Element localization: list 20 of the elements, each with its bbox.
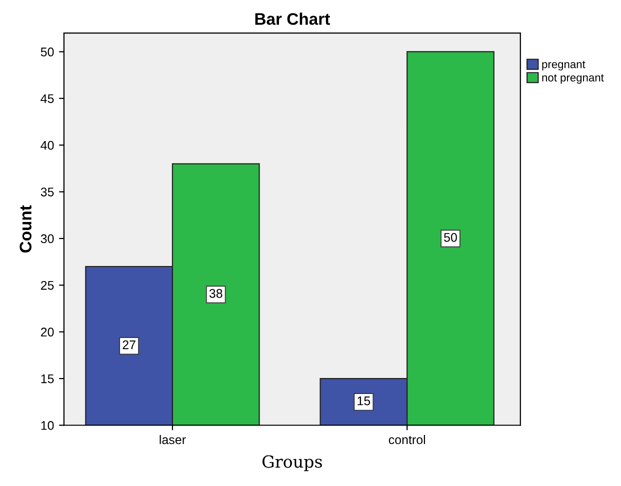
legend-label: pregnant (542, 60, 586, 70)
x-axis-title: Groups (262, 455, 322, 472)
y-tick-label: 25 (40, 280, 54, 290)
x-tick-label: control (388, 434, 426, 444)
y-tick-label: 10 (41, 421, 54, 430)
y-tick-label: 50 (40, 48, 54, 56)
y-axis-title: Count (20, 205, 32, 253)
data-label: 27 (122, 340, 136, 350)
legend-label: not pregnant (542, 74, 604, 84)
data-label: 38 (209, 289, 222, 298)
y-tick-label: 15 (41, 374, 54, 384)
y-tick-label: 20 (40, 328, 54, 337)
data-label: 15 (358, 396, 370, 406)
y-tick-label: 30 (40, 234, 54, 244)
y-tick-label: 35 (40, 188, 54, 196)
chart-title: Bar Chart (255, 12, 330, 25)
y-tick-label: 40 (40, 140, 54, 150)
x-tick-label: laser (160, 434, 186, 444)
y-tick-label: 45 (40, 94, 54, 104)
data-label: 50 (444, 232, 457, 242)
